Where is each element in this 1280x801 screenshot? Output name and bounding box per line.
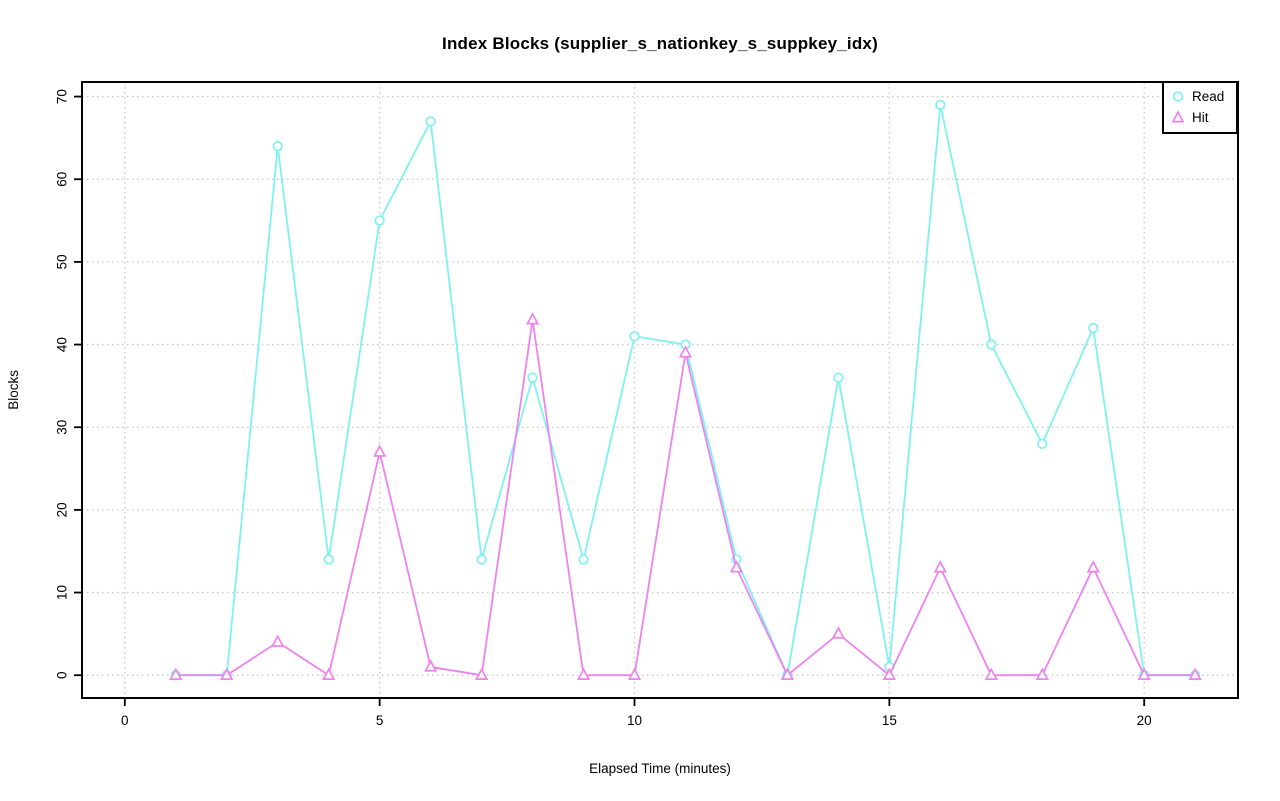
read-data-point [476, 554, 487, 565]
legend-item-hit: Hit [1171, 109, 1229, 126]
read-data-point [986, 339, 997, 350]
read-marker-icon [1172, 91, 1184, 102]
hit-data-point [780, 667, 795, 680]
read-data-point [374, 215, 385, 226]
x-axis-label: Elapsed Time (minutes) [589, 761, 731, 776]
y-tick-label: 20 [55, 502, 70, 517]
read-data-point [527, 372, 538, 383]
x-tick-label: 15 [882, 713, 897, 728]
y-tick-label: 50 [55, 254, 70, 269]
hit-data-point [1188, 667, 1202, 680]
hit-data-point [1086, 560, 1100, 573]
hit-data-point [984, 667, 998, 680]
read-series-line [174, 103, 1197, 677]
hit-data-point [831, 626, 846, 639]
legend-item-read: Read [1171, 88, 1229, 105]
hit-data-point [1035, 667, 1049, 680]
y-tick-label: 0 [55, 671, 70, 679]
legend-label-read: Read [1192, 89, 1225, 104]
hit-data-point [1137, 667, 1151, 680]
hit-series-line [174, 318, 1197, 677]
read-data-point [1037, 438, 1048, 449]
hit-data-point [627, 667, 642, 680]
x-tick-label: 20 [1137, 713, 1152, 728]
hit-marker-icon [1171, 110, 1185, 123]
read-data-point [1088, 322, 1099, 334]
x-tick-label: 0 [121, 713, 129, 728]
read-data-point [323, 554, 334, 565]
hit-data-point [678, 345, 693, 358]
read-data-point [425, 116, 436, 127]
hit-data-point [220, 667, 234, 680]
legend-label-hit: Hit [1192, 110, 1209, 125]
read-data-point [578, 554, 589, 565]
read-data-point [935, 99, 946, 110]
read-data-point [833, 372, 844, 383]
read-data-point [272, 141, 283, 152]
legend-box: Read Hit [1162, 81, 1238, 134]
y-tick-label: 70 [55, 89, 70, 104]
chart-title: Index Blocks (supplier_s_nationkey_s_sup… [442, 34, 878, 53]
x-tick-label: 10 [627, 713, 642, 728]
plot-border [81, 81, 1239, 699]
hit-data-point [373, 444, 387, 457]
x-tick-label: 5 [376, 713, 384, 728]
hit-data-point [474, 667, 489, 680]
hit-data-point [729, 560, 744, 573]
hit-data-point [933, 560, 947, 573]
y-tick-label: 30 [55, 420, 70, 435]
hit-data-point [169, 667, 183, 680]
hit-data-point [882, 667, 896, 680]
hit-data-point [322, 667, 336, 680]
y-tick-label: 40 [55, 337, 70, 352]
y-tick-label: 10 [55, 585, 70, 600]
hit-data-point [423, 659, 438, 672]
read-data-point [629, 331, 640, 342]
hit-data-point [525, 312, 540, 325]
hit-data-point [271, 634, 285, 647]
hit-data-point [576, 667, 591, 680]
y-tick-label: 60 [55, 172, 70, 187]
